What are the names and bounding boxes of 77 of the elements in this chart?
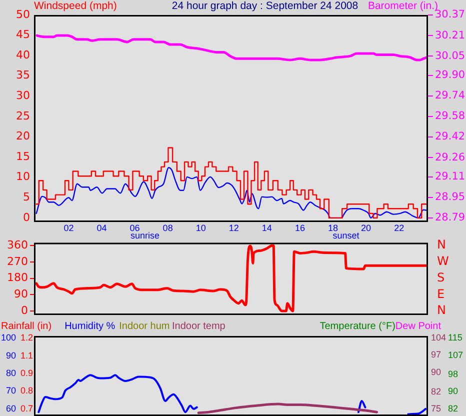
legend-label: Rainfall (in) bbox=[1, 321, 52, 333]
y2-axis-title: Barometer (in.) bbox=[368, 0, 438, 12]
y-tick-label: 5 bbox=[23, 190, 30, 204]
y-tick-label: 90 bbox=[431, 366, 442, 377]
y-tick-label: 360 bbox=[7, 238, 28, 252]
y2-tick-label: 29.74 bbox=[435, 90, 466, 102]
y-tick-label: 97 bbox=[431, 350, 442, 360]
x-tick-label: 02 bbox=[64, 222, 74, 233]
y-axis-title: Windspeed (mph) bbox=[34, 0, 117, 12]
y2-tick-label: 115 bbox=[448, 332, 462, 343]
y2-tick-label: 98 bbox=[448, 369, 458, 380]
y-tick-label: 80 bbox=[6, 368, 16, 378]
y-tick-label: 75 bbox=[431, 403, 442, 414]
line-series bbox=[36, 167, 427, 219]
y-tick-label: 30 bbox=[16, 89, 30, 102]
text: Indoor temp bbox=[172, 321, 226, 333]
legend-label: Dew Point bbox=[395, 321, 441, 333]
y2-tick-label: 29.26 bbox=[435, 151, 466, 164]
text: Humidity % bbox=[64, 321, 116, 333]
text: sunrise bbox=[130, 230, 160, 240]
y2-tick-label: 30.37 bbox=[435, 8, 466, 21]
y2-tick-label: 29.90 bbox=[435, 69, 466, 82]
y-tick-label: 70 bbox=[6, 386, 16, 396]
y-tick-label: 40 bbox=[16, 48, 30, 62]
y2-tick-label: 29.42 bbox=[435, 130, 466, 143]
text: E bbox=[437, 286, 445, 301]
x-tick-label: 20 bbox=[361, 222, 372, 233]
y-tick-label: 20 bbox=[16, 130, 30, 143]
text: W bbox=[437, 254, 449, 268]
y-tick-label: 0 bbox=[21, 304, 28, 317]
y-tick-label: 15 bbox=[16, 150, 30, 163]
line-series bbox=[35, 244, 428, 312]
text: N bbox=[437, 303, 446, 318]
x-tick-label: 06 bbox=[130, 222, 140, 233]
y-tick-label: 100 bbox=[0, 332, 16, 343]
y-tick-label: 90 bbox=[14, 288, 28, 301]
y2-tick-label: 0.8 bbox=[20, 386, 33, 396]
y2-tick-label: 29.11 bbox=[435, 170, 466, 183]
x-tick-label: 18 bbox=[328, 222, 338, 233]
y-tick-label: 25 bbox=[16, 109, 30, 122]
legend-label: Indoor hum bbox=[119, 321, 170, 333]
y2-tick-label: 28.79 bbox=[435, 212, 466, 224]
x-tick-label: 10 bbox=[196, 222, 206, 233]
y-tick-label: 90 bbox=[6, 350, 16, 360]
line-series bbox=[197, 402, 378, 414]
y-tick-label: 60 bbox=[6, 403, 16, 414]
y2-tick-label: 30.21 bbox=[435, 29, 466, 42]
y-tick-label: 10 bbox=[16, 170, 30, 184]
y2-tick-label: 29.58 bbox=[435, 110, 466, 122]
y2-tick-label: 0.7 bbox=[20, 403, 33, 414]
x-tick-label: 08 bbox=[162, 222, 173, 233]
y-tick-label: 45 bbox=[16, 28, 30, 42]
y2-tick-label: 0.9 bbox=[20, 368, 33, 378]
y-tick-label: 50 bbox=[16, 8, 30, 21]
y-tick-label: 104 bbox=[431, 332, 446, 343]
y-tick-label: 270 bbox=[7, 254, 28, 268]
y-tick-label: 0 bbox=[23, 210, 30, 224]
chart-title: 24 hour graph day : September 24 2008 bbox=[172, 0, 358, 12]
y2-tick-label: 1.1 bbox=[20, 350, 33, 360]
text: sunset bbox=[332, 230, 360, 240]
x-tick-label: 04 bbox=[96, 222, 107, 233]
x-tick-label: 22 bbox=[394, 222, 404, 233]
x-tick-label: 12 bbox=[228, 222, 239, 233]
y-tick-label: 180 bbox=[7, 271, 28, 284]
y2-tick-label: 30.05 bbox=[435, 50, 466, 62]
y2-tick-label: 90 bbox=[448, 386, 458, 396]
text: N bbox=[437, 238, 446, 252]
legend-label: Temperature (°F) bbox=[320, 321, 396, 333]
x-tick-label: 16 bbox=[294, 222, 305, 233]
text: S bbox=[437, 270, 445, 284]
y-tick-label: 35 bbox=[16, 68, 30, 82]
x-tick-label: 14 bbox=[262, 222, 272, 233]
y2-tick-label: 82 bbox=[448, 403, 458, 414]
y2-tick-label: 28.95 bbox=[435, 191, 466, 204]
y-tick-label: 82 bbox=[431, 386, 442, 396]
y2-tick-label: 1.2 bbox=[20, 332, 33, 343]
y2-tick-label: 107 bbox=[448, 350, 464, 360]
